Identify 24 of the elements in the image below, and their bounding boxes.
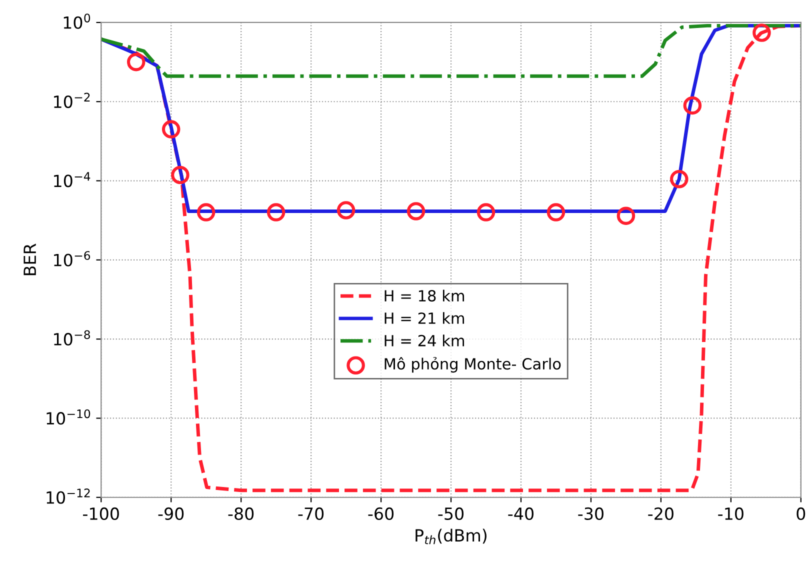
y-tick-label: 10$^{−10}$ [46,409,90,425]
y-tick-label: 10$^{−8}$ [54,330,90,346]
x-tick-label: -40 [508,507,534,520]
y-tick-label: 10$^{0}$ [64,14,90,29]
legend-label: Mô phỏng Monte- Carlo [384,357,561,373]
x-tick-label: -100 [83,507,119,520]
y-tick-label: 10$^{−4}$ [54,172,90,188]
x-tick-label: -10 [718,507,744,520]
x-axis-title: P$_{th}$(dBm) [416,528,486,544]
y-tick-label: 10$^{−2}$ [54,92,90,108]
x-tick-label: -30 [578,507,604,520]
y-tick-label: 10$^{−6}$ [54,251,90,266]
x-tick-label: -70 [298,507,324,520]
y-tick-label: 10$^{−12}$ [46,488,90,504]
x-tick-label: 0 [796,507,806,520]
x-tick-label: -50 [438,507,464,520]
x-tick-label: -20 [648,507,674,520]
x-tick-label: -60 [368,507,394,520]
legend-label: H = 21 km [384,312,464,324]
x-tick-label: -90 [158,507,184,520]
y-axis-title: BER [24,244,36,276]
x-tick-label: -80 [228,507,254,520]
legend-label: H = 18 km [384,290,464,302]
legend-label: H = 24 km [384,334,464,346]
